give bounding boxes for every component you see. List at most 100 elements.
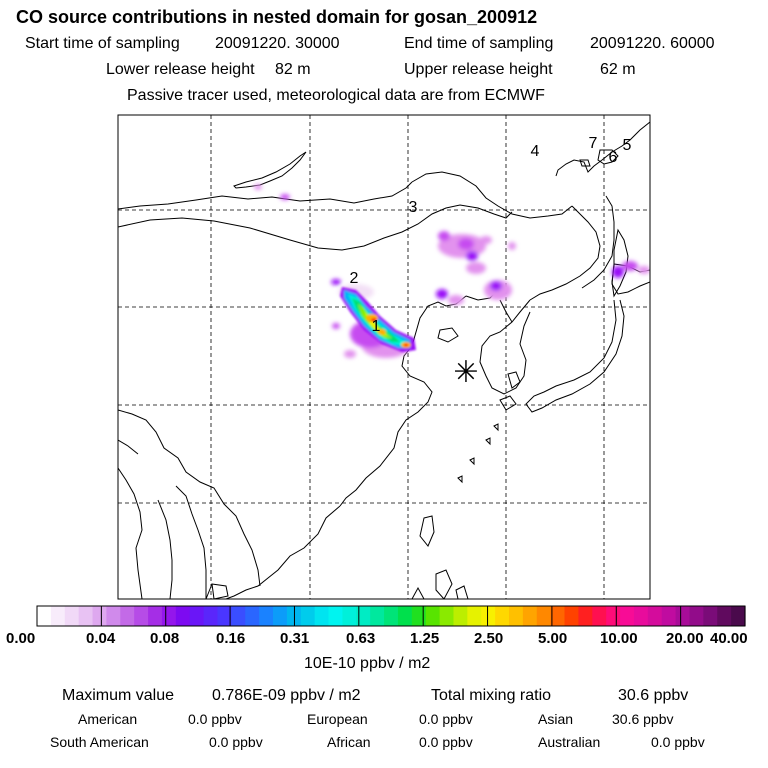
lower-height-value: 82 m	[275, 61, 311, 78]
legend-swatch	[536, 606, 552, 626]
legend-swatch	[439, 606, 455, 626]
marker-6: 6	[609, 149, 618, 166]
legend-swatch	[314, 606, 330, 626]
region-name: Asian	[538, 711, 574, 727]
max-value: 0.786E-09 ppbv / m2	[212, 687, 361, 704]
legend-swatch	[606, 606, 621, 626]
max-value-label: Maximum value	[62, 687, 175, 704]
legend-swatch	[592, 606, 607, 626]
plume-patch	[358, 304, 392, 338]
plume-patch	[344, 350, 356, 358]
legend-swatch	[620, 606, 635, 626]
start-time-value: 20091220. 30000	[215, 35, 340, 52]
end-time-value: 20091220. 60000	[590, 35, 715, 52]
legend-tick: 20.00	[666, 630, 704, 647]
upper-height-value: 62 m	[600, 61, 636, 78]
plume-patch	[612, 266, 624, 278]
legend-tick: 0.00	[6, 630, 36, 647]
plume-patch	[254, 184, 262, 190]
legend-swatch	[647, 606, 663, 626]
legend-swatch	[64, 606, 80, 626]
plume-patch	[438, 231, 450, 241]
legend-swatch	[217, 606, 232, 626]
legend-swatch	[175, 606, 191, 626]
legend-swatch	[245, 606, 260, 626]
legend-swatch	[717, 606, 732, 626]
legend-tick: 0.63	[346, 630, 376, 647]
plume-patch	[280, 194, 290, 200]
legend-tick: 10.00	[600, 630, 638, 647]
legend-swatch	[689, 606, 704, 626]
region-value: 0.0 ppbv	[651, 734, 705, 750]
legend-swatch	[78, 606, 94, 626]
coastlines	[118, 121, 650, 599]
legend-swatch	[273, 606, 288, 626]
legend-swatch	[495, 606, 510, 626]
plume-patch	[436, 289, 448, 299]
plume-patch	[466, 251, 478, 261]
legend-tick: 1.25	[410, 630, 440, 647]
legend-swatch	[578, 606, 593, 626]
legend-swatch	[633, 606, 649, 626]
region-value: 30.6 ppbv	[612, 711, 674, 727]
legend-swatch	[564, 606, 580, 626]
plume-patch	[480, 236, 492, 244]
legend-colorbar	[37, 606, 746, 626]
lower-height-label: Lower release height	[106, 61, 255, 78]
plume-patch	[638, 266, 650, 274]
total-mixing-value: 30.6 ppbv	[618, 687, 689, 704]
region-name: African	[327, 734, 371, 750]
legend-swatch	[661, 606, 677, 626]
plume-patch	[458, 238, 474, 250]
plume-patch	[331, 279, 341, 285]
legend-swatch	[550, 606, 566, 626]
legend-swatch	[37, 606, 52, 626]
legend-swatch	[120, 606, 135, 626]
legend-swatch	[425, 606, 441, 626]
legend-swatch	[342, 606, 357, 626]
total-mixing-label: Total mixing ratio	[431, 687, 552, 704]
plume-patch	[466, 262, 486, 274]
region-value: 0.0 ppbv	[419, 711, 473, 727]
legend-swatch	[453, 606, 468, 626]
plume-patch	[404, 343, 408, 347]
legend-swatch	[231, 606, 246, 626]
region-name: American	[78, 711, 138, 727]
legend-tick: 40.00	[710, 630, 748, 647]
legend-tick: 0.16	[216, 630, 246, 647]
legend-tick: 5.00	[538, 630, 568, 647]
tracer-note: Passive tracer used, meteorological data…	[127, 87, 545, 104]
legend-swatch	[259, 606, 274, 626]
legend-swatch	[675, 606, 691, 626]
legend-swatch	[397, 606, 413, 626]
plume-patch	[448, 295, 464, 305]
map-frame	[117, 114, 651, 600]
marker-2: 2	[350, 270, 359, 287]
marker-5: 5	[623, 137, 632, 154]
upper-height-label: Upper release height	[404, 61, 553, 78]
grid-lines	[118, 115, 650, 599]
legend-tick: 0.31	[280, 630, 310, 647]
legend-swatch	[411, 606, 427, 626]
legend-swatch	[356, 606, 371, 626]
legend-swatch	[134, 606, 149, 626]
region-name: Australian	[538, 734, 601, 750]
legend-swatch	[148, 606, 163, 626]
plume-patch	[622, 261, 638, 271]
region-name: European	[307, 711, 368, 727]
plume-patch	[508, 242, 516, 250]
concentration-field	[254, 184, 650, 358]
legend-swatch	[92, 606, 108, 626]
marker-1: 1	[372, 318, 381, 335]
end-time-label: End time of sampling	[404, 35, 554, 52]
legend-swatch	[161, 606, 177, 626]
region-name: South American	[50, 734, 149, 750]
marker-7: 7	[589, 135, 598, 152]
legend-swatch	[300, 606, 316, 626]
legend-tick: 0.08	[150, 630, 180, 647]
plume-patch	[332, 323, 340, 329]
region-value: 0.0 ppbv	[419, 734, 473, 750]
plume-patch	[378, 329, 386, 335]
legend-swatch	[384, 606, 399, 626]
